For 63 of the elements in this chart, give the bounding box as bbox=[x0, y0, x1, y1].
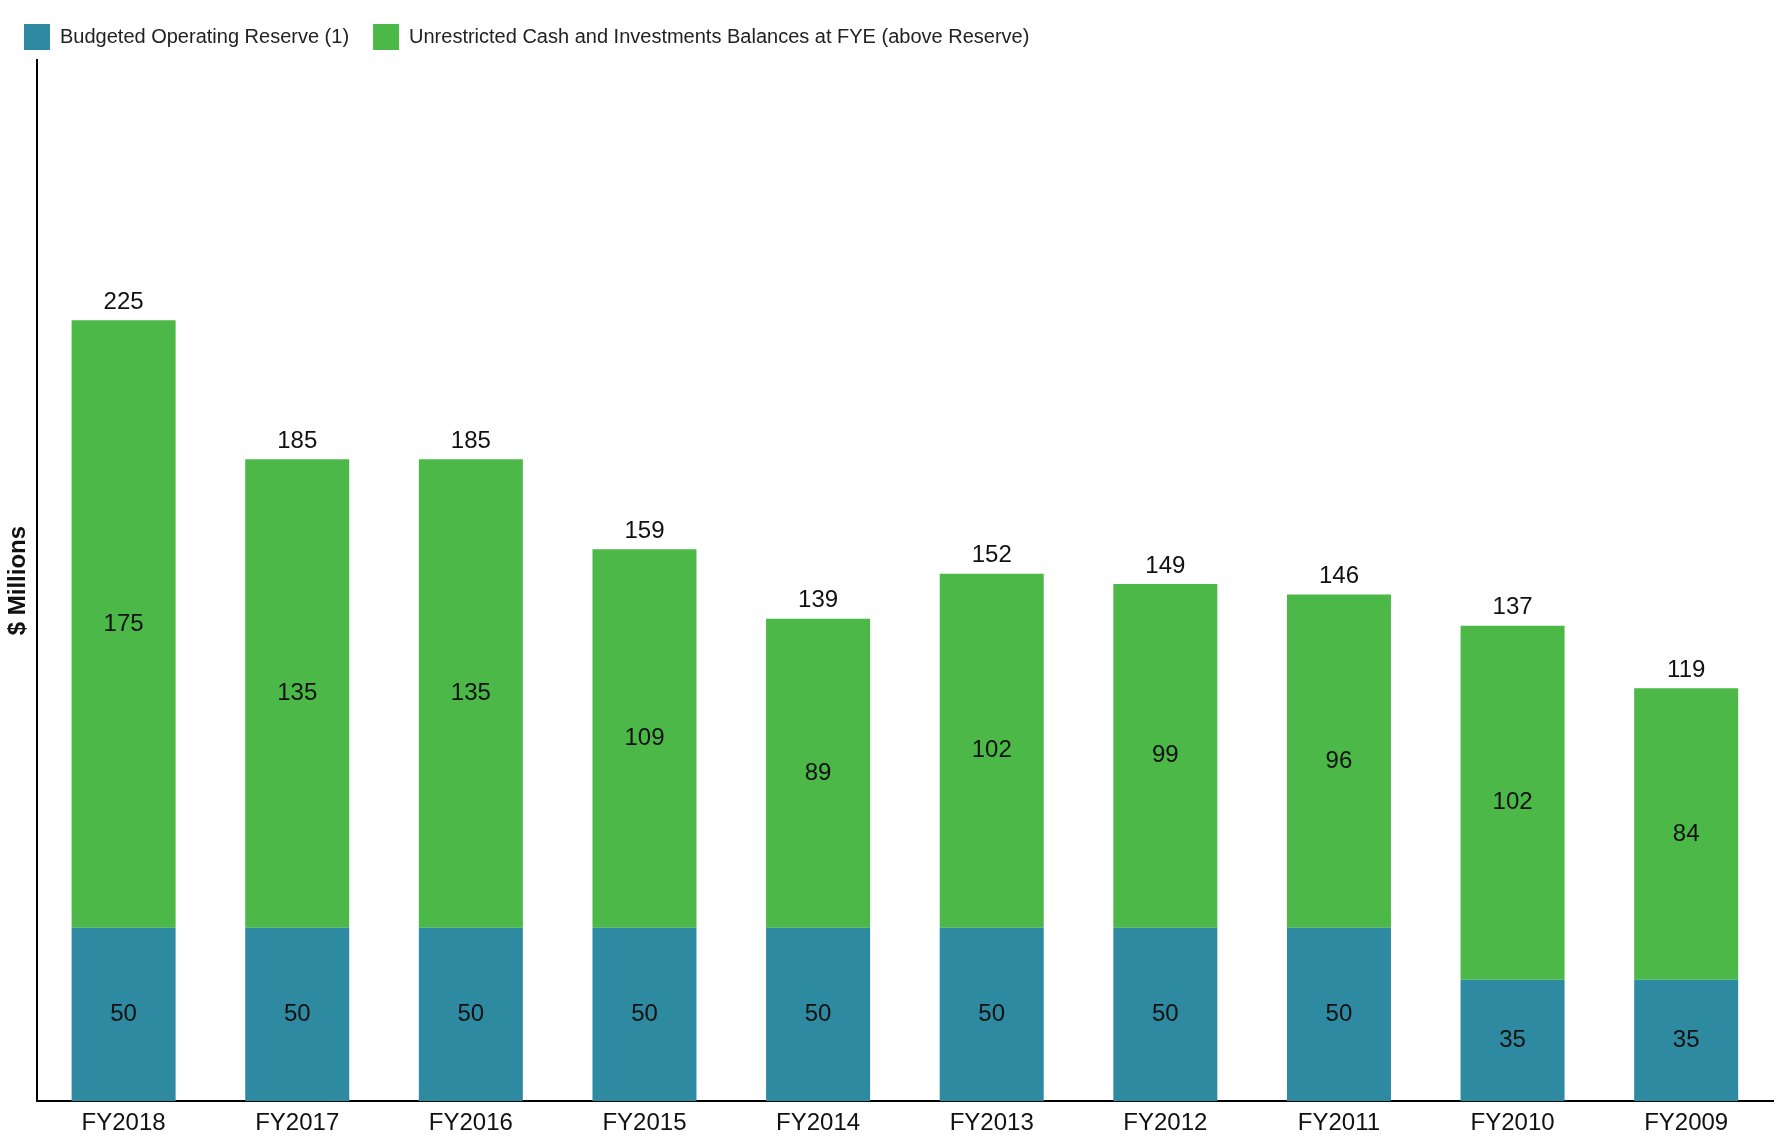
bar bbox=[418, 927, 523, 1102]
bar bbox=[245, 459, 350, 928]
x-tick-label: FY2014 bbox=[776, 1108, 861, 1136]
total-label: 159 bbox=[624, 515, 665, 543]
x-tick-label: FY2010 bbox=[1470, 1108, 1555, 1136]
x-tick-label: FY2013 bbox=[949, 1108, 1034, 1136]
data-label: 84 bbox=[1672, 818, 1700, 846]
data-label: 35 bbox=[1499, 1025, 1526, 1053]
bar bbox=[592, 927, 697, 1102]
data-label: 50 bbox=[978, 999, 1006, 1027]
bar bbox=[1113, 584, 1218, 928]
total-label: 149 bbox=[1145, 550, 1186, 578]
bar bbox=[1286, 927, 1391, 1102]
bar bbox=[1460, 979, 1565, 1102]
data-label: 102 bbox=[971, 735, 1012, 763]
legend-label: Unrestricted Cash and Investments Balances at FYE (above Reserve) bbox=[409, 24, 1030, 47]
x-tick-label: FY2018 bbox=[81, 1108, 166, 1136]
bar bbox=[766, 618, 871, 928]
data-label: 135 bbox=[450, 678, 491, 706]
bar bbox=[1460, 625, 1565, 980]
data-label: 135 bbox=[277, 678, 318, 706]
bar bbox=[71, 927, 176, 1102]
y-axis-title: $ Millions bbox=[3, 525, 31, 636]
data-label: 50 bbox=[804, 999, 832, 1027]
total-label: 185 bbox=[450, 425, 491, 453]
x-tick-label: FY2011 bbox=[1297, 1108, 1381, 1136]
data-label: 50 bbox=[110, 999, 137, 1027]
bar bbox=[1634, 979, 1739, 1102]
data-label: 35 bbox=[1672, 1025, 1700, 1053]
data-label: 50 bbox=[283, 999, 311, 1027]
total-label: 152 bbox=[971, 540, 1012, 568]
bar bbox=[1634, 688, 1739, 980]
x-tick-label: FY2012 bbox=[1123, 1108, 1208, 1136]
x-tick-label: FY2015 bbox=[602, 1108, 687, 1136]
legend-label: Budgeted Operating Reserve (1) bbox=[60, 24, 350, 47]
bar bbox=[592, 549, 697, 928]
bar bbox=[766, 927, 871, 1102]
total-label: 146 bbox=[1318, 561, 1359, 589]
data-label: 50 bbox=[631, 999, 658, 1027]
data-label: 50 bbox=[1151, 999, 1179, 1027]
bar bbox=[1286, 594, 1391, 928]
total-label: 119 bbox=[1667, 654, 1706, 682]
bar bbox=[418, 459, 523, 928]
total-label: 225 bbox=[103, 286, 144, 314]
total-label: 137 bbox=[1492, 592, 1533, 620]
x-tick-label: FY2017 bbox=[255, 1108, 340, 1136]
data-label: 89 bbox=[804, 757, 832, 785]
bar bbox=[71, 320, 176, 928]
data-label: 102 bbox=[1492, 787, 1533, 815]
data-label: 50 bbox=[457, 999, 485, 1027]
bar bbox=[939, 573, 1044, 928]
data-label: 109 bbox=[624, 723, 665, 751]
x-tick-label: FY2009 bbox=[1644, 1108, 1729, 1136]
total-label: 185 bbox=[277, 425, 318, 453]
bar bbox=[245, 927, 350, 1102]
data-label: 50 bbox=[1325, 999, 1353, 1027]
data-label: 175 bbox=[103, 608, 144, 636]
total-label: 139 bbox=[798, 585, 839, 613]
bar bbox=[939, 927, 1044, 1102]
bar bbox=[1113, 927, 1218, 1102]
data-label: 96 bbox=[1325, 745, 1353, 773]
x-tick-label: FY2016 bbox=[428, 1108, 513, 1136]
data-label: 99 bbox=[1151, 740, 1179, 768]
